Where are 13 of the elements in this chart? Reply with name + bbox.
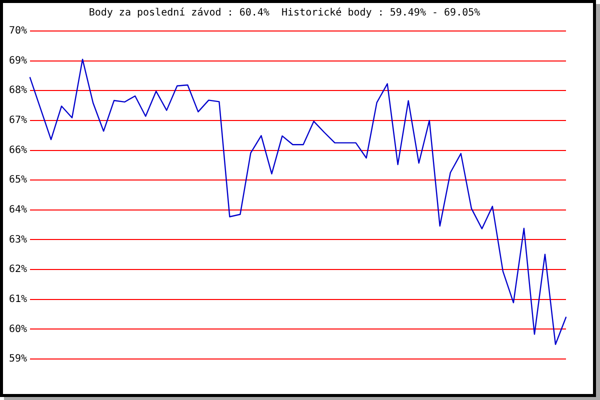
y-tick-label: 67% [8,115,27,126]
y-tick-label: 62% [8,264,27,276]
y-tick-label: 64% [8,204,27,216]
y-tick-label: 65% [8,174,27,186]
y-tick-label: 69% [8,55,27,66]
chart-title: Body za poslední závod : 60.4% Historické body : 59.49% - 69.05% [88,8,480,19]
y-tick-label: 61% [8,294,27,305]
y-tick-label: 70% [8,26,27,37]
y-tick-label: 68% [8,85,27,96]
y-tick-label: 59% [8,354,27,365]
y-tick-label: 60% [8,324,27,335]
y-tick-label: 63% [8,234,27,246]
y-tick-label: 66% [8,144,27,156]
